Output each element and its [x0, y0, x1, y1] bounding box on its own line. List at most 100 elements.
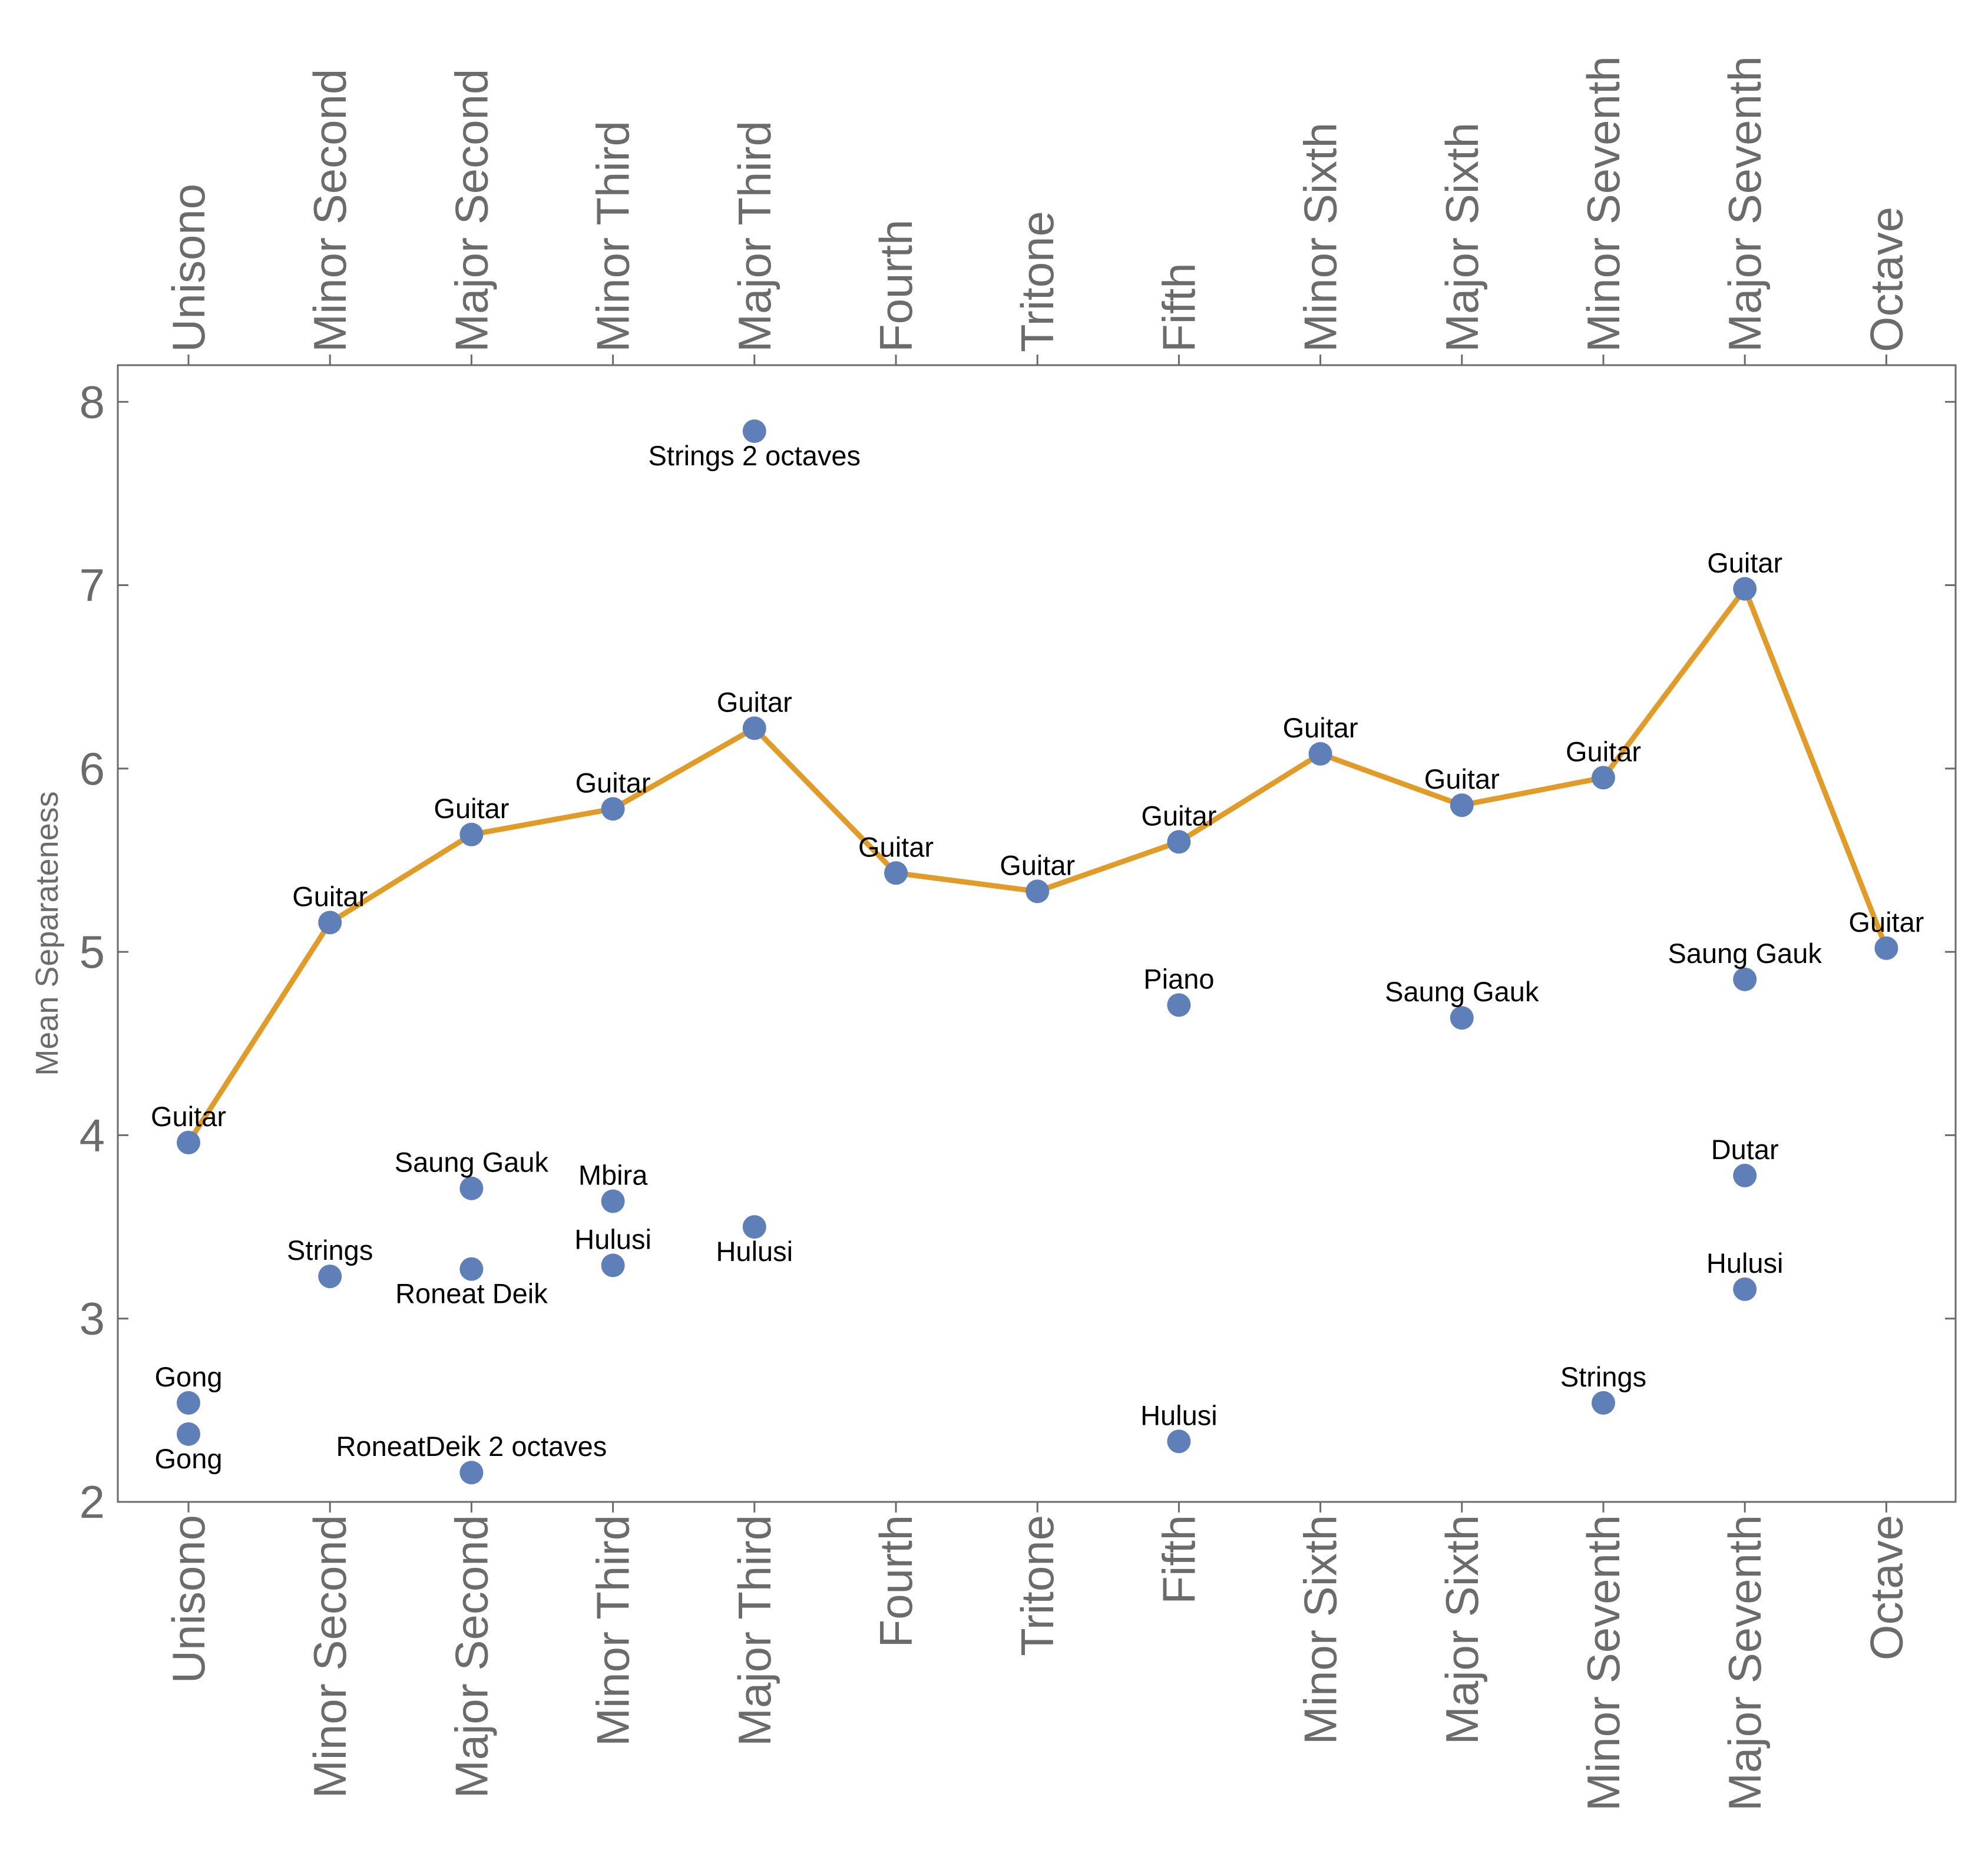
data-point-label: Guitar	[1141, 800, 1216, 831]
x-tick-label-bottom: Major Third	[729, 1515, 780, 1746]
data-point-label: Guitar	[575, 767, 651, 798]
x-tick-label-bottom: Major Seventh	[1719, 1515, 1771, 1811]
y-tick-label: 7	[80, 560, 105, 611]
x-axis-top: Unisono Minor Second Major Second Minor Thi…	[163, 56, 1912, 365]
data-point	[318, 911, 342, 935]
data-point	[884, 861, 908, 885]
y-tick-label: 8	[80, 376, 105, 428]
x-tick-label-top: Unisono	[163, 184, 214, 352]
x-tick-label-bottom: Minor Sixth	[1295, 1515, 1347, 1745]
x-axis-bottom: Unisono Minor Second Major Second Minor Thi…	[163, 1502, 1912, 1811]
x-tick-label-bottom: Unisono	[163, 1515, 214, 1683]
data-point	[459, 1461, 484, 1485]
x-tick-label-top: Fifth	[1153, 263, 1205, 352]
data-point-label: RoneatDeik 2 octaves	[336, 1431, 607, 1462]
y-tick-label: 2	[80, 1476, 105, 1528]
x-tick-label-top: Minor Sixth	[1295, 123, 1347, 352]
data-point	[1167, 993, 1191, 1017]
data-point	[177, 1422, 200, 1446]
data-point	[1874, 936, 1898, 960]
data-point	[1592, 766, 1615, 790]
x-tick-label-bottom: Fifth	[1153, 1515, 1205, 1604]
x-tick-label-top: Major Seventh	[1719, 56, 1771, 352]
data-point-label: Roneat Deik	[395, 1278, 548, 1309]
x-tick-label-top: Tritone	[1011, 211, 1063, 352]
data-labels: Guitar Guitar Guitar Guitar Guitar Guitar Guit…	[151, 440, 1924, 1474]
data-point	[177, 1130, 200, 1154]
data-point-label: Guitar	[858, 831, 934, 862]
data-point-label: Saung Gauk	[395, 1147, 549, 1178]
data-point-label: Mbira	[578, 1159, 648, 1190]
data-point	[1733, 967, 1757, 991]
data-point-label: Gong	[155, 1361, 223, 1392]
y-axis: 2 3 4 5 6 7 8	[80, 376, 1956, 1528]
data-point-label: Guitar	[1566, 736, 1641, 767]
data-point-label: Strings	[1560, 1361, 1646, 1392]
x-tick-label-top: Octave	[1860, 207, 1912, 352]
x-tick-label-bottom: Tritone	[1011, 1515, 1063, 1656]
data-point-label: Hulusi	[1706, 1247, 1784, 1279]
data-point-label: Guitar	[1283, 712, 1358, 743]
data-point-label: Guitar	[151, 1101, 226, 1132]
x-tick-label-top: Fourth	[870, 220, 922, 352]
data-point	[1733, 1277, 1757, 1301]
x-tick-label-top: Major Third	[729, 121, 780, 352]
y-tick-label: 4	[80, 1109, 105, 1161]
data-point	[601, 1253, 625, 1277]
x-tick-label-bottom: Minor Third	[587, 1515, 639, 1746]
data-point	[742, 1215, 766, 1239]
data-point	[1733, 577, 1757, 601]
data-point	[742, 419, 766, 444]
data-point-label: Hulusi	[1140, 1399, 1218, 1431]
x-tick-label-top: Major Second	[445, 69, 497, 352]
data-point-label: Dutar	[1711, 1134, 1779, 1165]
data-point-label: Guitar	[434, 793, 509, 824]
data-point-label: Strings	[287, 1235, 373, 1266]
data-point-label: Piano	[1143, 963, 1214, 994]
data-point	[459, 1257, 484, 1281]
data-point	[1450, 793, 1474, 818]
data-points	[177, 419, 1898, 1485]
data-point	[459, 822, 484, 846]
data-point-label: Strings 2 octaves	[649, 440, 861, 471]
data-point	[1450, 1006, 1474, 1030]
x-tick-label-bottom: Major Second	[445, 1515, 497, 1798]
data-point	[601, 1189, 625, 1213]
data-point-label: Hulusi	[716, 1236, 793, 1267]
plot-frame	[117, 364, 1957, 1503]
x-tick-label-bottom: Minor Second	[304, 1515, 356, 1798]
data-point-label: Guitar	[1000, 849, 1075, 881]
data-point-label: Saung Gauk	[1668, 938, 1822, 969]
x-tick-label-top: Minor Second	[304, 69, 356, 352]
x-tick-label-top: Minor Third	[587, 121, 639, 352]
y-tick-label: 6	[80, 743, 105, 795]
x-tick-label-bottom: Octave	[1860, 1515, 1912, 1660]
data-point-label: Guitar	[1848, 906, 1924, 938]
y-tick-label: 5	[80, 926, 105, 978]
x-tick-label-top: Major Sixth	[1436, 123, 1488, 352]
data-point	[1308, 742, 1332, 766]
data-point	[1167, 830, 1191, 854]
data-point	[459, 1176, 484, 1200]
data-point	[318, 1265, 342, 1289]
data-point	[742, 716, 766, 740]
x-tick-label-bottom: Minor Seventh	[1577, 1515, 1629, 1811]
data-point	[601, 797, 625, 821]
data-point	[1733, 1163, 1757, 1187]
data-point-label: Gong	[155, 1443, 223, 1474]
y-axis-title: Mean Separateness	[29, 791, 65, 1075]
y-tick-label: 3	[80, 1293, 105, 1345]
data-point-label: Guitar	[717, 686, 792, 717]
x-tick-label-bottom: Major Sixth	[1436, 1515, 1488, 1745]
data-point	[1026, 879, 1050, 903]
x-tick-label-bottom: Fourth	[870, 1515, 922, 1647]
data-point	[1592, 1391, 1615, 1415]
data-point-label: Hulusi	[574, 1223, 651, 1255]
data-point-label: Guitar	[1707, 547, 1782, 578]
data-point-label: Guitar	[292, 881, 368, 912]
data-point-label: Saung Gauk	[1385, 976, 1539, 1007]
data-point	[177, 1391, 200, 1415]
data-point-label: Guitar	[1424, 763, 1500, 795]
x-tick-label-top: Minor Seventh	[1577, 56, 1629, 352]
